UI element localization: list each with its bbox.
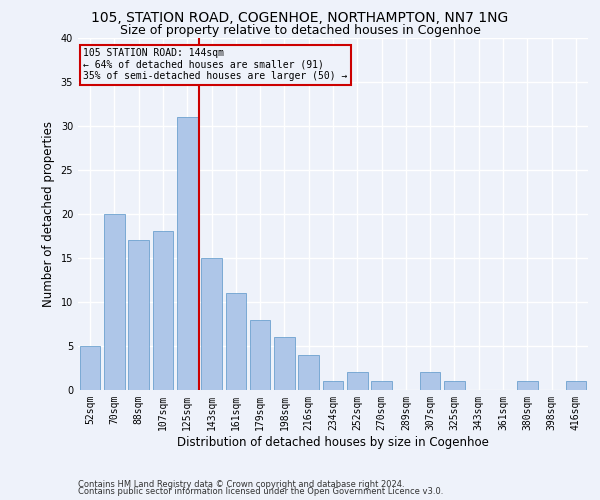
Bar [566, 381, 586, 390]
Bar [420, 372, 440, 390]
Bar [298, 355, 319, 390]
Bar [347, 372, 368, 390]
Bar [128, 240, 149, 390]
Bar [274, 337, 295, 390]
Text: 105, STATION ROAD, COGENHOE, NORTHAMPTON, NN7 1NG: 105, STATION ROAD, COGENHOE, NORTHAMPTON… [91, 12, 509, 26]
Bar [323, 381, 343, 390]
Bar [444, 381, 465, 390]
Bar [80, 346, 100, 390]
Bar [201, 258, 222, 390]
Bar [517, 381, 538, 390]
Text: Contains public sector information licensed under the Open Government Licence v3: Contains public sector information licen… [78, 488, 443, 496]
Bar [104, 214, 125, 390]
X-axis label: Distribution of detached houses by size in Cogenhoe: Distribution of detached houses by size … [177, 436, 489, 448]
Bar [250, 320, 271, 390]
Bar [177, 117, 197, 390]
Text: 105 STATION ROAD: 144sqm
← 64% of detached houses are smaller (91)
35% of semi-d: 105 STATION ROAD: 144sqm ← 64% of detach… [83, 48, 347, 82]
Bar [226, 293, 246, 390]
Text: Size of property relative to detached houses in Cogenhoe: Size of property relative to detached ho… [119, 24, 481, 37]
Bar [152, 232, 173, 390]
Y-axis label: Number of detached properties: Number of detached properties [42, 120, 55, 306]
Text: Contains HM Land Registry data © Crown copyright and database right 2024.: Contains HM Land Registry data © Crown c… [78, 480, 404, 489]
Bar [371, 381, 392, 390]
